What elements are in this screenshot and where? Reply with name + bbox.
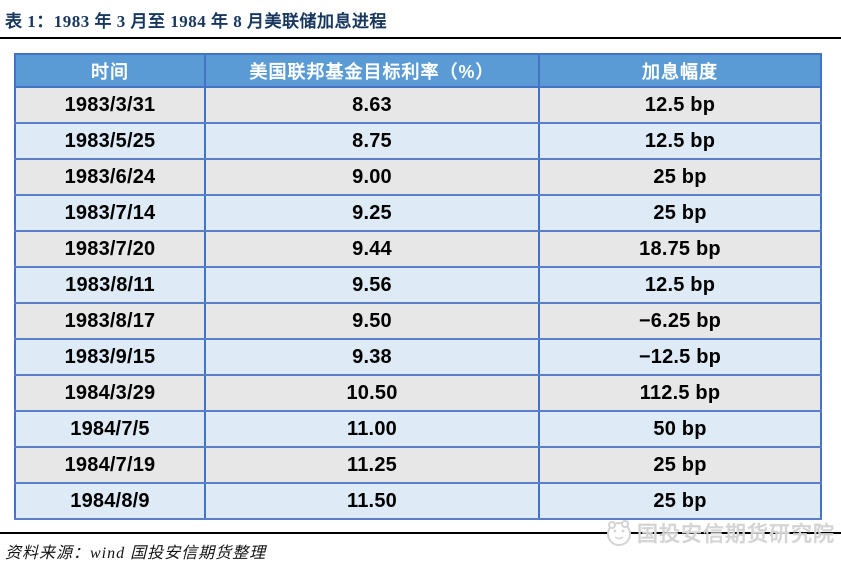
cell-target-rate: 9.25 [204, 194, 540, 232]
table-header-row: 时间 美国联邦基金目标利率（%） 加息幅度 [14, 53, 822, 88]
col-header-hike-size: 加息幅度 [538, 53, 822, 88]
cell-hike-size: 25 bp [538, 482, 822, 520]
cell-date: 1984/3/29 [14, 374, 206, 412]
table-title: 表 1：1983 年 3 月至 1984 年 8 月美联储加息进程 [5, 12, 387, 31]
col-header-date: 时间 [14, 53, 206, 88]
table-row: 1984/8/9 11.50 25 bp [14, 482, 822, 520]
cell-date: 1983/9/15 [14, 338, 206, 376]
cell-date: 1983/6/24 [14, 158, 206, 196]
cell-hike-size: −6.25 bp [538, 302, 822, 340]
table-row: 1983/3/31 8.63 12.5 bp [14, 86, 822, 124]
cell-hike-size: 12.5 bp [538, 122, 822, 160]
table-row: 1984/3/29 10.50 112.5 bp [14, 374, 822, 412]
cell-target-rate: 9.50 [204, 302, 540, 340]
cell-target-rate: 9.38 [204, 338, 540, 376]
rate-hike-table: 时间 美国联邦基金目标利率（%） 加息幅度 1983/3/31 8.63 12.5 … [14, 53, 822, 520]
cell-date: 1984/7/5 [14, 410, 206, 448]
col-header-target-rate: 美国联邦基金目标利率（%） [204, 53, 540, 88]
table-row: 1984/7/19 11.25 25 bp [14, 446, 822, 484]
table-row: 1983/7/20 9.44 18.75 bp [14, 230, 822, 268]
cell-hike-size: 25 bp [538, 446, 822, 484]
cell-target-rate: 11.00 [204, 410, 540, 448]
table-row: 1983/9/15 9.38 −12.5 bp [14, 338, 822, 376]
cell-target-rate: 10.50 [204, 374, 540, 412]
table-row: 1983/8/11 9.56 12.5 bp [14, 266, 822, 304]
cell-date: 1983/8/17 [14, 302, 206, 340]
cell-date: 1983/5/25 [14, 122, 206, 160]
cell-hike-size: −12.5 bp [538, 338, 822, 376]
table-row: 1983/8/17 9.50 −6.25 bp [14, 302, 822, 340]
top-divider-line [0, 37, 841, 39]
cell-target-rate: 9.56 [204, 266, 540, 304]
cell-hike-size: 12.5 bp [538, 266, 822, 304]
table-row: 1984/7/5 11.00 50 bp [14, 410, 822, 448]
cell-date: 1983/7/14 [14, 194, 206, 232]
bottom-divider-line [0, 532, 841, 534]
data-source-note: 资料来源：wind 国投安信期货整理 [5, 545, 267, 562]
cell-date: 1983/8/11 [14, 266, 206, 304]
cell-target-rate: 8.75 [204, 122, 540, 160]
cell-hike-size: 50 bp [538, 410, 822, 448]
institute-name: 国投安信期货研究院 [637, 523, 835, 546]
cell-hike-size: 18.75 bp [538, 230, 822, 268]
cell-date: 1983/7/20 [14, 230, 206, 268]
cell-target-rate: 11.25 [204, 446, 540, 484]
table-row: 1983/7/14 9.25 25 bp [14, 194, 822, 232]
cell-date: 1984/8/9 [14, 482, 206, 520]
cell-target-rate: 11.50 [204, 482, 540, 520]
cell-hike-size: 12.5 bp [538, 86, 822, 124]
cell-date: 1984/7/19 [14, 446, 206, 484]
cell-target-rate: 8.63 [204, 86, 540, 124]
cell-hike-size: 112.5 bp [538, 374, 822, 412]
table-body: 1983/3/31 8.63 12.5 bp 1983/5/25 8.75 12.5 bp… [14, 86, 822, 520]
table-row: 1983/6/24 9.00 25 bp [14, 158, 822, 196]
branding-watermark: 国投安信期货研究院 [604, 518, 835, 548]
cell-target-rate: 9.00 [204, 158, 540, 196]
table-row: 1983/5/25 8.75 12.5 bp [14, 122, 822, 160]
cell-hike-size: 25 bp [538, 158, 822, 196]
cell-target-rate: 9.44 [204, 230, 540, 268]
cell-hike-size: 25 bp [538, 194, 822, 232]
institute-logo-icon [607, 520, 631, 546]
cell-date: 1983/3/31 [14, 86, 206, 124]
